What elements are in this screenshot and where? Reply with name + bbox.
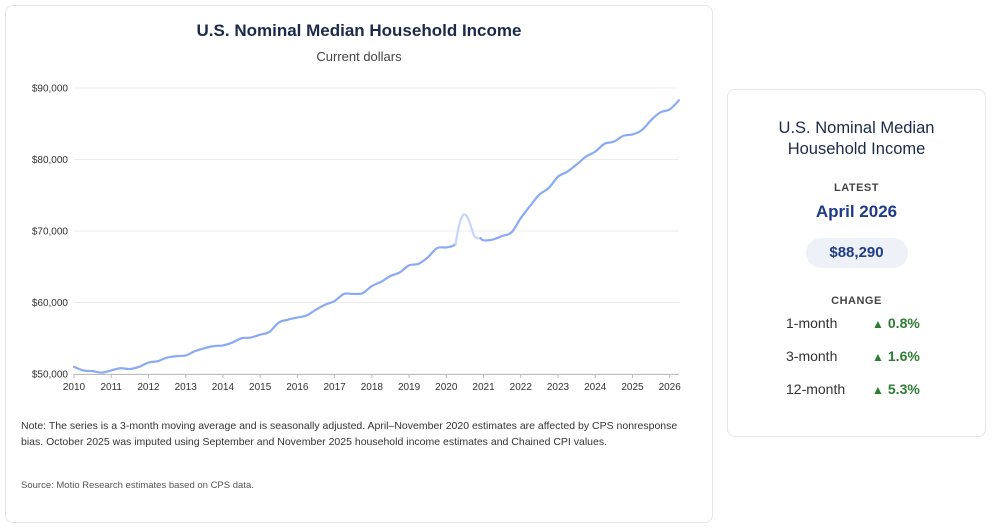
latest-date: April 2026 <box>815 202 898 221</box>
y-tick-label: $60,000 <box>32 298 69 309</box>
change-label: CHANGE <box>831 295 882 307</box>
x-tick-label: 2014 <box>212 382 235 393</box>
x-tick-label: 2018 <box>361 382 384 393</box>
up-arrow-icon: ▲ <box>872 383 884 397</box>
change-period: 3-month <box>786 348 838 364</box>
change-period: 1-month <box>786 315 838 331</box>
x-tick-label: 2013 <box>175 382 198 393</box>
change-row-1-month: 1-month ▲ 0.8% <box>728 307 985 340</box>
line-chart: $50,000 $60,000 $70,000 $80,000 $90,000 2010 2… <box>32 84 682 394</box>
up-arrow-icon: ▲ <box>872 317 884 331</box>
x-tick-label: 2025 <box>621 382 644 393</box>
chart-note: Note: The series is a 3-month moving ave… <box>21 420 678 448</box>
series-line-2 <box>479 99 681 242</box>
x-tick-label: 2026 <box>659 382 682 393</box>
change-percent: 0.8% <box>887 315 920 331</box>
summary-title: U.S. Nominal Median Household Income <box>778 119 935 158</box>
y-tick-label: $90,000 <box>32 84 69 95</box>
change-row-3-month: 3-month ▲ 1.6% <box>728 340 985 373</box>
change-period: 12-month <box>786 381 846 397</box>
y-tick-label: $50,000 <box>32 370 69 381</box>
chart-card: U.S. Nominal Median Household Income Cur… <box>5 5 713 523</box>
change-value: ▲ 1.6% <box>872 340 920 374</box>
series-line-1 <box>454 213 482 245</box>
x-tick-label: 2016 <box>286 382 309 393</box>
latest-label: LATEST <box>834 182 879 194</box>
latest-value-badge: $88,290 <box>805 238 908 268</box>
y-tick-label: $80,000 <box>32 155 69 166</box>
x-tick-label: 2023 <box>547 382 570 393</box>
x-tick-label: 2012 <box>137 382 160 393</box>
change-percent: 5.3% <box>887 381 920 397</box>
change-row-12-month: 12-month ▲ 5.3% <box>728 373 985 406</box>
chart-subtitle: Current dollars <box>316 49 402 64</box>
x-tick-label: 2010 <box>63 382 86 393</box>
summary-card: U.S. Nominal Median Household Income LAT… <box>727 89 986 437</box>
x-tick-label: 2022 <box>510 382 533 393</box>
series-line-0 <box>72 242 457 374</box>
chart-title: U.S. Nominal Median Household Income <box>196 21 522 40</box>
change-value: ▲ 5.3% <box>872 373 920 407</box>
x-tick-label: 2021 <box>472 382 495 393</box>
chart-source: Source: Motio Research estimates based o… <box>21 480 254 491</box>
change-percent: 1.6% <box>887 348 920 364</box>
change-value: ▲ 0.8% <box>872 307 920 341</box>
x-tick-label: 2011 <box>100 382 122 393</box>
y-tick-label: $70,000 <box>32 227 69 238</box>
x-tick-label: 2020 <box>435 382 458 393</box>
x-tick-label: 2017 <box>323 382 346 393</box>
up-arrow-icon: ▲ <box>872 350 884 364</box>
x-tick-label: 2024 <box>584 382 607 393</box>
x-tick-label: 2019 <box>398 382 421 393</box>
x-tick-label: 2015 <box>249 382 272 393</box>
